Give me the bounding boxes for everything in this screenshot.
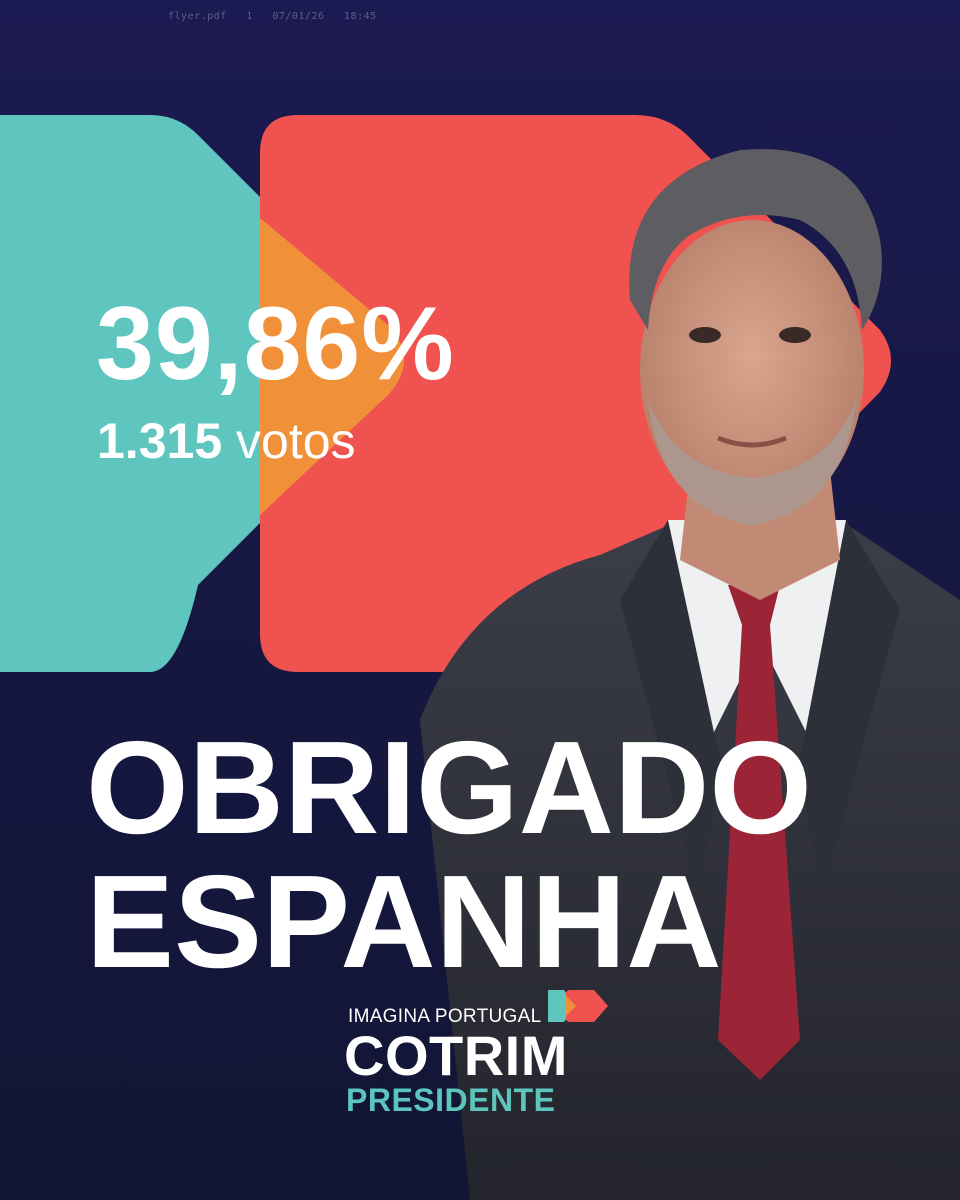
campaign-logo: IMAGINA PORTUGAL COTRIM PRESIDENTE — [344, 986, 624, 1126]
vote-count: 1.315 — [97, 413, 223, 469]
logo-name: COTRIM — [344, 1024, 568, 1087]
vote-count-label: votos — [236, 413, 356, 469]
vote-count-line: 1.315 votos — [97, 416, 356, 466]
orange-overlap-shape — [260, 218, 404, 515]
headline-line-2: ESPANHA — [86, 848, 722, 995]
vote-percentage: 39,86% — [96, 286, 455, 402]
logo-tagline: IMAGINA PORTUGAL — [348, 1006, 542, 1027]
headline-line-1: OBRIGADO — [86, 714, 812, 861]
logo-title: PRESIDENTE — [346, 1082, 556, 1118]
print-header-stamp: flyer.pdf 1 07/01/26 18:45 — [168, 11, 377, 22]
double-arrow-logo-icon — [548, 990, 608, 1022]
